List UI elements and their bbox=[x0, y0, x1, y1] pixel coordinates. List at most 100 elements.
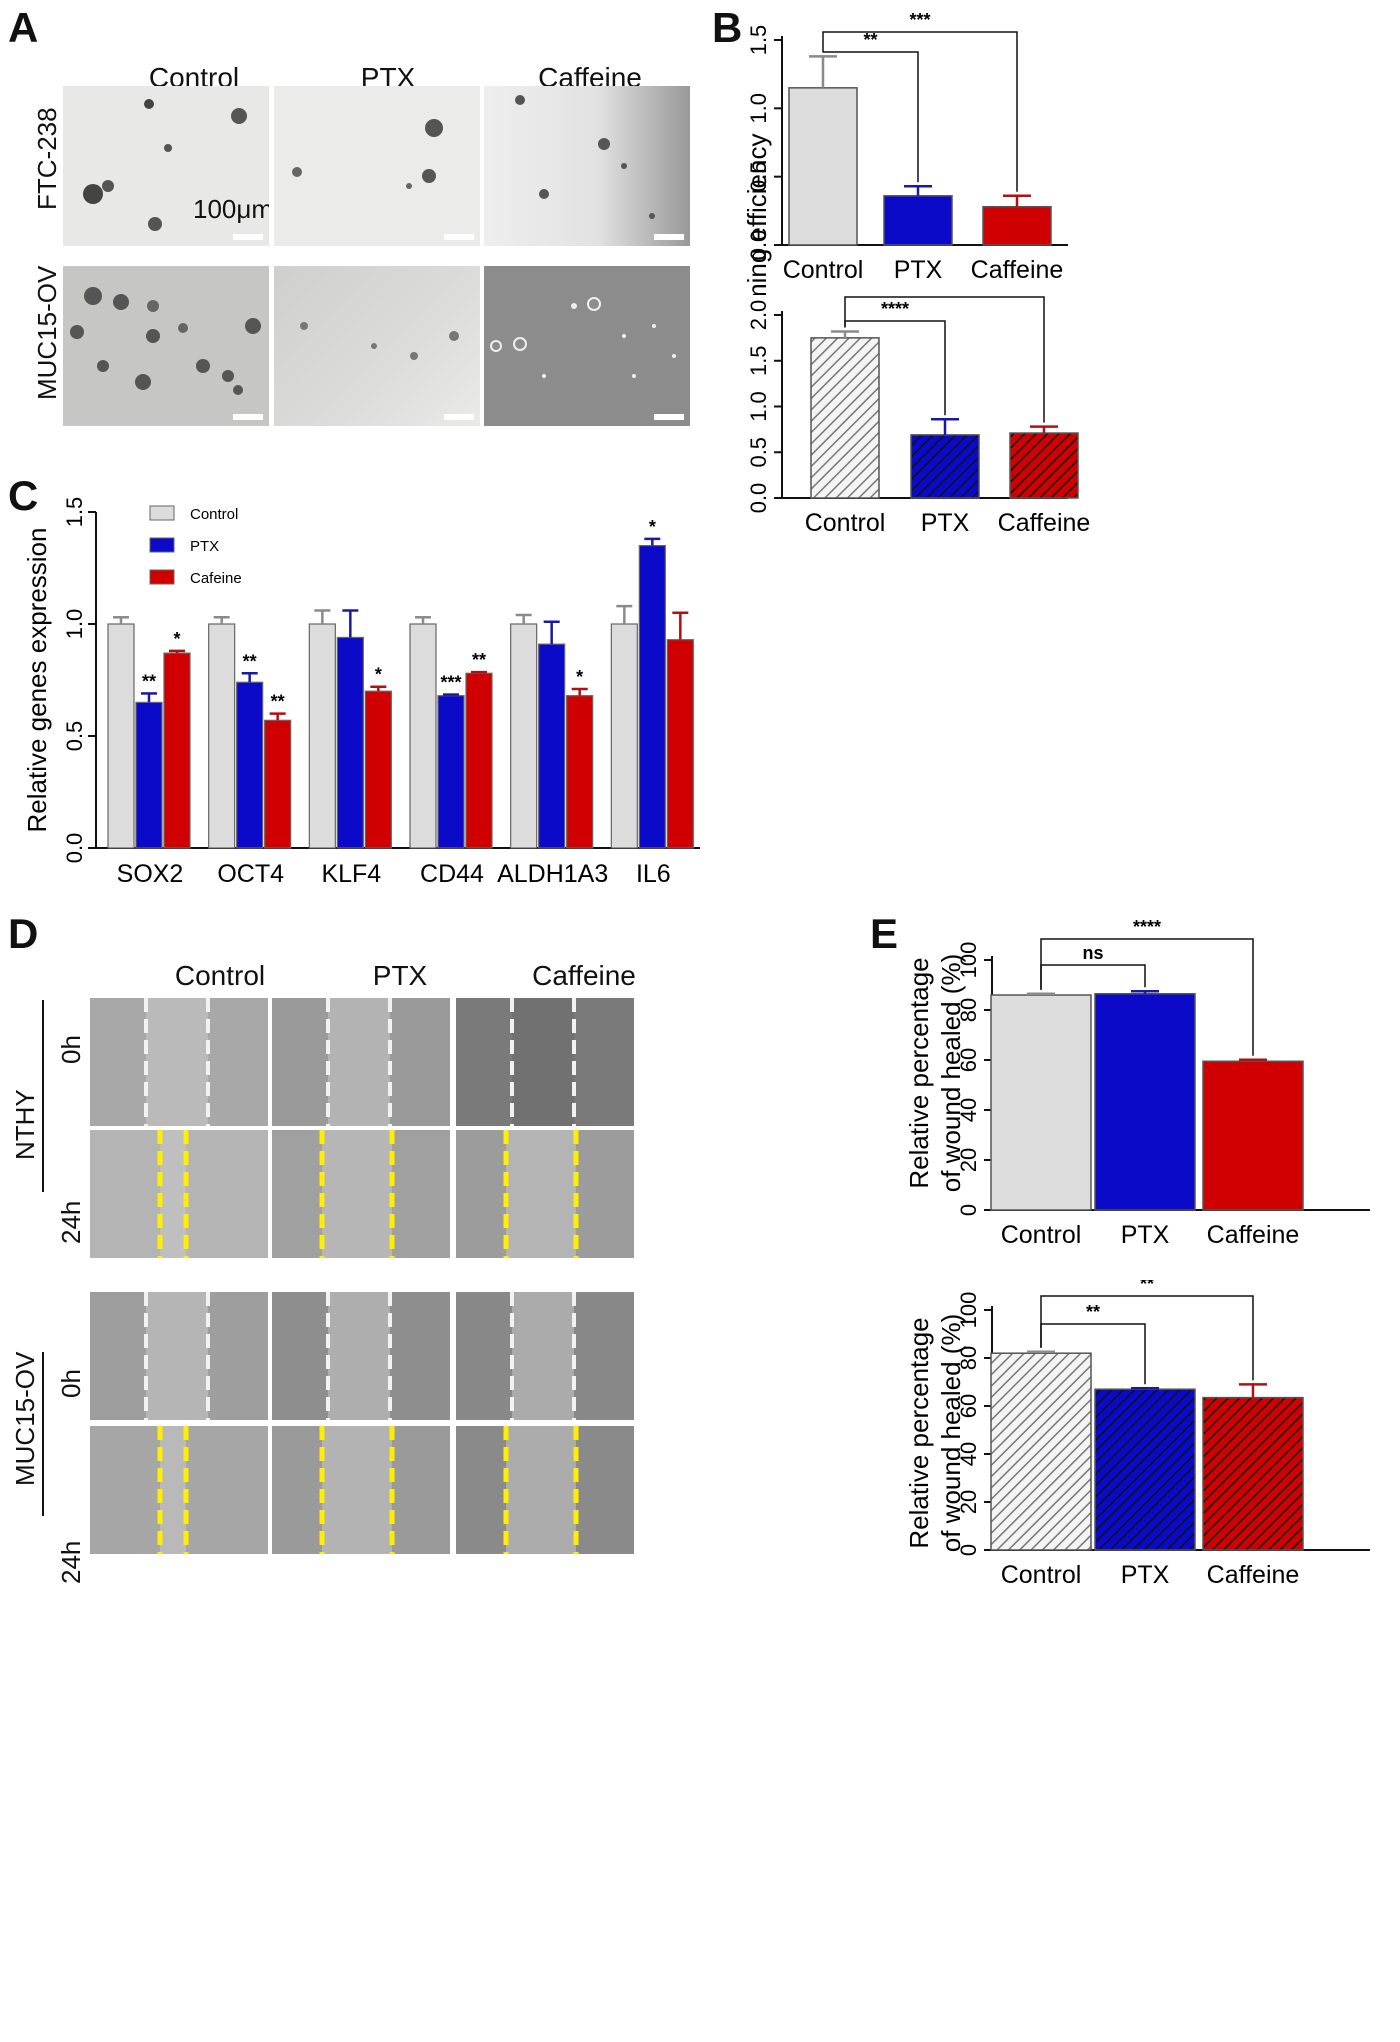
legend-swatch bbox=[149, 505, 175, 521]
significance-bracket bbox=[1040, 1295, 1254, 1381]
x-tick-label: KLF4 bbox=[321, 860, 381, 888]
panel-e-letter: E bbox=[870, 910, 899, 957]
bar-ptx bbox=[538, 643, 566, 849]
spheres-overlay bbox=[490, 297, 676, 378]
bar-caffeine bbox=[982, 205, 1052, 246]
x-tick-label: PTX bbox=[1121, 1221, 1170, 1249]
x-tick-label: ALDH1A3 bbox=[497, 860, 608, 888]
spheres-overlay bbox=[70, 287, 261, 395]
bar-control bbox=[308, 623, 336, 849]
x-tick-label: PTX bbox=[921, 509, 970, 537]
bar-ptx bbox=[883, 195, 953, 246]
y-tick-label: 100 bbox=[956, 942, 981, 979]
wound-overlay bbox=[319, 1130, 395, 1258]
wound-image-muc15ov-0h-ptx bbox=[272, 1292, 450, 1420]
legend-entry: Control bbox=[190, 506, 238, 523]
wound-image-nthy-24h-control bbox=[90, 1130, 268, 1258]
wound-gap bbox=[506, 1130, 576, 1258]
y-tick-label: 20 bbox=[956, 1148, 981, 1172]
panel-b-letter: B bbox=[712, 4, 743, 51]
y-tick-label: 80 bbox=[956, 1346, 981, 1370]
y-tick-label: 2.0 bbox=[746, 300, 771, 331]
significance-bracket bbox=[1040, 964, 1146, 990]
wound-overlay bbox=[510, 1292, 576, 1420]
x-tick-label: Control bbox=[1001, 1221, 1082, 1249]
wound-overlay bbox=[326, 998, 392, 1126]
wound-gap bbox=[146, 1292, 208, 1420]
group-bracket bbox=[42, 1000, 44, 1192]
significance-label: **** bbox=[881, 299, 909, 319]
significance-label: * bbox=[173, 629, 180, 649]
x-tick-label: PTX bbox=[1121, 1561, 1170, 1589]
x-tick-label: CD44 bbox=[420, 860, 484, 888]
y-axis-label: of wound healed (%) bbox=[936, 954, 966, 1192]
y-tick-label: 1.0 bbox=[746, 391, 771, 422]
chart-b-bottom: 0.0 0.5 1.0 1.5 2.0 Control PTX Caffeine **** ***… bbox=[746, 285, 1091, 537]
chart-c: 0.00.51.01.5***SOX2****OCT4*KLF4*****CD4… bbox=[22, 497, 700, 888]
group-bracket bbox=[42, 1352, 44, 1516]
significance-label: ** bbox=[271, 692, 285, 712]
x-tick-label: IL6 bbox=[636, 860, 671, 888]
bar-ptx bbox=[638, 544, 666, 849]
wound-gap bbox=[512, 998, 574, 1126]
panel-a-letter: A bbox=[8, 4, 39, 51]
wound-gap bbox=[160, 1130, 186, 1258]
scale-bar bbox=[233, 414, 263, 420]
y-tick-label: 40 bbox=[956, 1442, 981, 1466]
y-axis-label: Relative percentage bbox=[904, 957, 934, 1188]
y-tick-label: 0.0 bbox=[746, 483, 771, 514]
y-tick-label: 1.0 bbox=[62, 609, 87, 640]
x-tick-label: PTX bbox=[894, 256, 943, 284]
micrograph-muc15ov-control bbox=[63, 266, 269, 426]
panel-d-group-muc15ov: MUC15-OV bbox=[10, 1351, 40, 1486]
bar-caffeine bbox=[1202, 1396, 1304, 1551]
chart-e-bottom: 0 20 40 60 80 100 Control PTX Caffeine ** ** Relati… bbox=[904, 1280, 1370, 1589]
y-tick-label: 0.5 bbox=[62, 721, 87, 752]
bar-cafeine bbox=[465, 672, 493, 849]
significance-label: ** bbox=[863, 30, 877, 50]
bar-caffeine bbox=[1202, 1060, 1304, 1211]
bar-ptx bbox=[1094, 993, 1196, 1211]
y-tick-label: 1.5 bbox=[746, 345, 771, 376]
y-tick-label: 0.0 bbox=[746, 230, 771, 261]
y-axis-label: of wound healed (%) bbox=[936, 1314, 966, 1552]
significance-label: **** bbox=[930, 285, 958, 295]
wound-gap bbox=[506, 1426, 576, 1554]
micrograph-ftc238-caffeine bbox=[484, 86, 690, 246]
wound-gap bbox=[512, 1292, 574, 1420]
panel-d-time-24h: 24h bbox=[56, 1200, 86, 1244]
panel-d-col-control: Control bbox=[174, 960, 266, 991]
wound-overlay bbox=[319, 1426, 395, 1554]
wound-overlay bbox=[510, 998, 576, 1126]
bar-ptx bbox=[336, 636, 364, 849]
micrograph-ftc238-control: 100μm bbox=[63, 86, 269, 246]
wound-gap bbox=[160, 1426, 186, 1554]
wound-image-muc15ov-24h-control bbox=[90, 1426, 268, 1554]
bar-ptx bbox=[1094, 1388, 1196, 1551]
wound-overlay bbox=[157, 1130, 189, 1258]
wound-image-muc15ov-0h-control bbox=[90, 1292, 268, 1420]
x-tick-label: Control bbox=[783, 256, 864, 284]
wound-image-nthy-0h-caffeine bbox=[456, 998, 634, 1126]
y-tick-label: 80 bbox=[956, 998, 981, 1022]
y-tick-label: 20 bbox=[956, 1490, 981, 1514]
x-tick-label: Control bbox=[1001, 1561, 1082, 1589]
wound-overlay bbox=[144, 1292, 210, 1420]
significance-label: * bbox=[375, 665, 382, 685]
x-tick-label: Caffeine bbox=[998, 509, 1091, 537]
wound-overlay bbox=[144, 998, 210, 1126]
significance-label: ns bbox=[1082, 943, 1103, 963]
legend-entry: Cafeine bbox=[190, 570, 242, 587]
wound-gap bbox=[328, 1292, 390, 1420]
x-tick-label: Control bbox=[805, 509, 886, 537]
wound-gap bbox=[328, 998, 390, 1126]
panel-d-col-caffeine: Caffeine bbox=[532, 960, 636, 991]
micrograph-muc15ov-ptx bbox=[274, 266, 480, 426]
significance-label: **** bbox=[1133, 917, 1161, 937]
scale-bar bbox=[654, 414, 684, 420]
bar-ptx bbox=[135, 701, 163, 849]
x-tick-label: Caffeine bbox=[1207, 1221, 1300, 1249]
panel-d-letter: D bbox=[8, 910, 39, 957]
x-tick-label: Caffeine bbox=[971, 256, 1064, 284]
y-axis-label: Relative genes expression bbox=[22, 528, 52, 833]
